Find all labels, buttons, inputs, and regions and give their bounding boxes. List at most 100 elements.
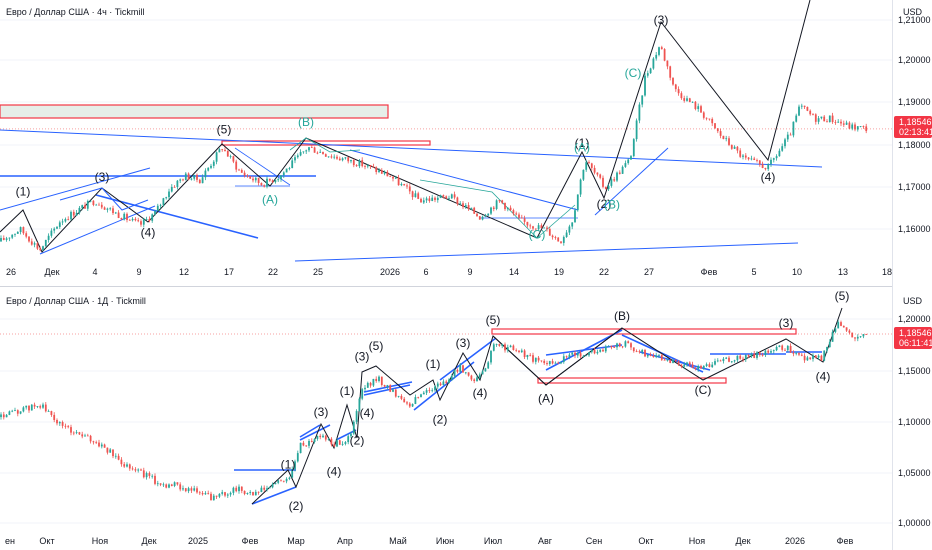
candle-body: [378, 376, 380, 382]
y-tick-label: 1,17000: [898, 182, 931, 192]
bottom-time-axis[interactable]: ен Окт Ноя Дек 2025 Фев Мар Апр Май Июн Июл Авг Сен О…: [5, 536, 854, 546]
x-tick-label: Фев: [837, 536, 854, 546]
candle-body: [168, 191, 170, 198]
wave-label: (3): [779, 316, 794, 330]
candle-body: [397, 395, 400, 397]
candle-body: [630, 156, 632, 160]
trend-line: [299, 424, 331, 441]
candle-body: [266, 178, 268, 187]
candle-body: [680, 93, 683, 99]
candle-body: [462, 203, 464, 208]
candle-body: [50, 230, 53, 236]
top-price-axis[interactable]: 1,21000 1,20000 1,19000 1,18000 1,17000 1,160…: [898, 15, 931, 234]
candle-body: [775, 346, 778, 351]
candle-body: [201, 177, 204, 184]
candle-body: [128, 464, 131, 469]
candle-body: [529, 225, 532, 227]
top-candles: [0, 45, 868, 252]
candle-body: [56, 419, 58, 424]
candle-body: [448, 198, 450, 200]
candle-body: [61, 422, 64, 426]
candle-body: [254, 177, 257, 181]
candle-body: [336, 156, 338, 159]
candle-body: [641, 350, 644, 353]
trend-line: [363, 381, 413, 393]
candle-body: [711, 118, 714, 124]
candle-body: [291, 469, 294, 478]
candle-body: [826, 121, 828, 123]
candle-body: [128, 219, 131, 221]
candle-body: [109, 449, 112, 453]
candle-body: [784, 349, 786, 351]
candle-body: [151, 475, 154, 477]
candle-body: [621, 346, 624, 348]
candle-body: [249, 492, 252, 493]
bottom-panel[interactable]: (1)(2)(3)(4)(2)(1)(4)(3)(5)(2)(1)(3)(4)(…: [0, 289, 892, 524]
candle-body: [190, 178, 193, 180]
candle-body: [204, 493, 207, 495]
candle-body: [11, 410, 14, 412]
candle-body: [534, 357, 537, 362]
candle-body: [271, 180, 274, 183]
candle-body: [193, 174, 196, 179]
candle-body: [716, 128, 719, 132]
candle-body: [604, 346, 607, 352]
bottom-grid: [0, 318, 892, 524]
candle-body: [299, 152, 302, 156]
candle-body: [607, 185, 610, 190]
candle-body: [210, 165, 212, 168]
candle-body: [218, 493, 221, 497]
candle-body: [330, 438, 333, 445]
candle-body: [246, 175, 249, 177]
candle-body: [742, 358, 744, 360]
candle-body: [666, 359, 669, 361]
candle-body: [579, 179, 582, 195]
bottom-price-badge: 1,18546 06:11:41: [894, 327, 932, 349]
candle-body: [11, 234, 14, 238]
candle-body: [190, 488, 193, 491]
candle-body: [137, 469, 140, 471]
trend-line: [363, 384, 411, 396]
candle-body: [414, 397, 417, 404]
candle-body: [702, 112, 705, 118]
candle-body: [411, 403, 414, 407]
candle-body: [123, 464, 126, 467]
candle-body: [386, 171, 389, 177]
candle-body: [770, 159, 772, 165]
candle-body: [744, 355, 747, 360]
candle-body: [302, 151, 305, 153]
candle-body: [42, 404, 44, 408]
candle-body: [644, 75, 646, 96]
candle-body: [478, 374, 481, 378]
candle-body: [182, 488, 184, 490]
candle-body: [277, 480, 280, 483]
candle-body: [747, 157, 750, 160]
wave-label: (5): [486, 313, 501, 327]
wave-label: (C): [695, 383, 712, 397]
candle-body: [358, 398, 361, 412]
candle-body: [562, 237, 565, 243]
wave-label: (C): [529, 228, 546, 242]
candle-body: [792, 352, 795, 354]
candle-body: [92, 441, 95, 443]
candle-body: [165, 197, 168, 199]
candle-body: [243, 490, 246, 494]
x-tick-label: Май: [389, 536, 407, 546]
candle-body: [392, 389, 394, 392]
bottom-price-axis[interactable]: 1,20000 1,15000 1,10000 1,05000 1,00000: [898, 314, 931, 528]
candle-body: [375, 378, 378, 382]
candle-body: [61, 221, 64, 223]
candle-body: [431, 390, 434, 392]
candle-body: [84, 435, 86, 437]
candle-body: [274, 180, 277, 183]
candle-body: [322, 151, 324, 155]
top-time-axis[interactable]: 26 Дек 4 9 12 17 22 25 2026 6 9 14 19 22 27 Фев 5 10 13 18: [6, 267, 892, 277]
candle-body: [543, 360, 546, 364]
candle-body: [450, 376, 453, 380]
candle-body: [856, 126, 859, 130]
candle-body: [156, 483, 159, 485]
y-tick-label: 1,10000: [898, 417, 931, 427]
top-panel[interactable]: (1)(3)(4)(5)(A)(B)(C)(1)(A)(2)(B)(C)(3)(…: [0, 0, 892, 262]
wave-label: (5): [369, 339, 384, 353]
